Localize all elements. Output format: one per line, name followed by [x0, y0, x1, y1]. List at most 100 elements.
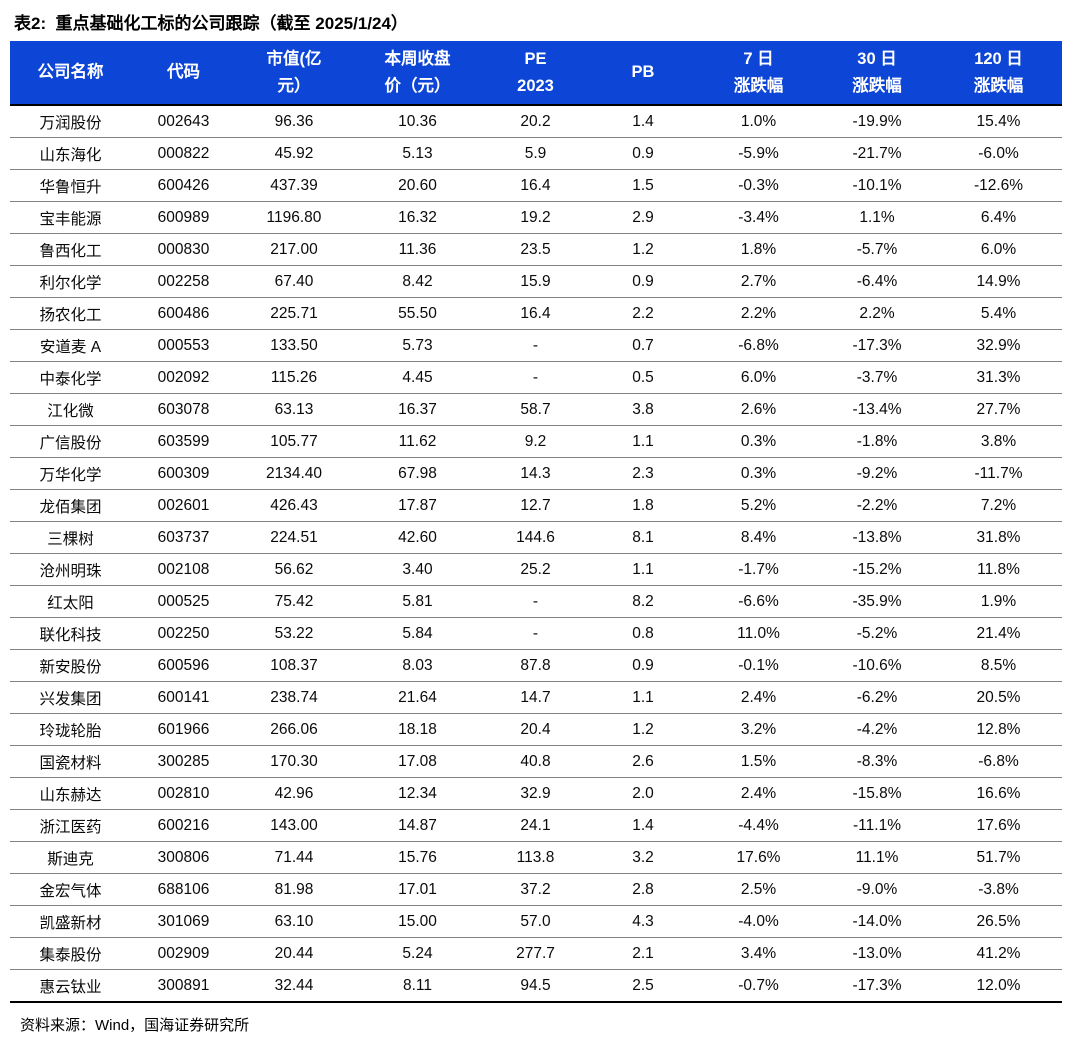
cell-chg_7d: 0.3% [698, 425, 819, 458]
cell-week_close_price: 10.36 [352, 105, 483, 138]
cell-market_cap: 32.44 [236, 969, 352, 1003]
cell-market_cap: 238.74 [236, 681, 352, 714]
cell-pb: 0.9 [588, 137, 698, 170]
cell-pb: 2.2 [588, 297, 698, 330]
cell-code: 603078 [131, 393, 236, 426]
column-header-line: PE [524, 50, 547, 69]
cell-chg_120d: -3.8% [935, 873, 1062, 906]
column-header-company_name: 公司名称 [10, 41, 131, 106]
cell-chg_30d: -5.7% [819, 233, 935, 266]
cell-week_close_price: 11.36 [352, 233, 483, 266]
cell-pe_2023: - [483, 361, 588, 394]
table-body: 万润股份 002643 96.36 10.36 20.2 1.4 1.0% -19.9% 15.… [10, 105, 1062, 1003]
cell-pb: 8.2 [588, 585, 698, 618]
table-row: 山东海化 000822 45.92 5.13 5.9 0.9 -5.9% -21.7% -6.0… [10, 137, 1062, 170]
column-header-line: 市值(亿 [266, 50, 322, 69]
cell-code: 002108 [131, 553, 236, 586]
cell-company_name: 江化微 [10, 393, 131, 426]
cell-chg_120d: 1.9% [935, 585, 1062, 618]
column-header-line: 本周收盘 [384, 50, 451, 69]
cell-week_close_price: 15.00 [352, 905, 483, 938]
cell-chg_30d: -13.0% [819, 937, 935, 970]
cell-chg_120d: 41.2% [935, 937, 1062, 970]
cell-code: 301069 [131, 905, 236, 938]
cell-week_close_price: 18.18 [352, 713, 483, 746]
column-header-pe_2023: PE 2023 [483, 41, 588, 106]
cell-pb: 1.8 [588, 489, 698, 522]
cell-chg_30d: -9.0% [819, 873, 935, 906]
column-header-market_cap: 市值(亿元） [236, 41, 352, 106]
cell-week_close_price: 11.62 [352, 425, 483, 458]
cell-chg_120d: 32.9% [935, 329, 1062, 362]
cell-chg_7d: 8.4% [698, 521, 819, 554]
cell-week_close_price: 14.87 [352, 809, 483, 842]
cell-market_cap: 63.10 [236, 905, 352, 938]
column-header-line: 公司名称 [37, 63, 104, 82]
cell-chg_7d: -6.8% [698, 329, 819, 362]
cell-market_cap: 63.13 [236, 393, 352, 426]
cell-chg_7d: 2.6% [698, 393, 819, 426]
cell-chg_7d: 2.5% [698, 873, 819, 906]
cell-pe_2023: 16.4 [483, 169, 588, 202]
cell-pe_2023: 14.7 [483, 681, 588, 714]
column-header-line: 元） [277, 76, 311, 95]
cell-pe_2023: - [483, 329, 588, 362]
cell-chg_30d: 2.2% [819, 297, 935, 330]
cell-chg_120d: 5.4% [935, 297, 1062, 330]
company-table: 公司名称 代码 市值(亿 元） 本周收盘 价（元） PE 2023 PB 7 日涨跌幅 30 日涨跌… [10, 41, 1062, 1003]
column-header-line: 30 日 [857, 50, 897, 69]
cell-market_cap: 426.43 [236, 489, 352, 522]
cell-code: 000525 [131, 585, 236, 618]
cell-code: 600426 [131, 169, 236, 202]
cell-code: 002258 [131, 265, 236, 298]
cell-chg_30d: -3.7% [819, 361, 935, 394]
cell-code: 002250 [131, 617, 236, 650]
cell-pe_2023: 15.9 [483, 265, 588, 298]
cell-pe_2023: 12.7 [483, 489, 588, 522]
cell-market_cap: 96.36 [236, 105, 352, 138]
cell-week_close_price: 5.24 [352, 937, 483, 970]
cell-chg_120d: 6.4% [935, 201, 1062, 234]
cell-chg_120d: -11.7% [935, 457, 1062, 490]
cell-market_cap: 108.37 [236, 649, 352, 682]
table-row: 龙佰集团 002601 426.43 17.87 12.7 1.8 5.2% -2.2% 7.2… [10, 489, 1062, 522]
cell-chg_7d: -6.6% [698, 585, 819, 618]
cell-pe_2023: 16.4 [483, 297, 588, 330]
cell-pb: 1.1 [588, 553, 698, 586]
cell-pe_2023: 20.2 [483, 105, 588, 138]
column-header-line: 价（元） [384, 76, 451, 95]
cell-company_name: 三棵树 [10, 521, 131, 554]
cell-market_cap: 266.06 [236, 713, 352, 746]
cell-pb: 0.8 [588, 617, 698, 650]
cell-pb: 2.9 [588, 201, 698, 234]
cell-chg_120d: 14.9% [935, 265, 1062, 298]
cell-week_close_price: 8.03 [352, 649, 483, 682]
cell-pe_2023: 5.9 [483, 137, 588, 170]
cell-market_cap: 1196.80 [236, 201, 352, 234]
cell-pe_2023: 20.4 [483, 713, 588, 746]
cell-chg_120d: 26.5% [935, 905, 1062, 938]
column-header-line: 7 日 [743, 50, 774, 69]
column-header-pb: PB [588, 41, 698, 106]
cell-market_cap: 67.40 [236, 265, 352, 298]
cell-market_cap: 42.96 [236, 777, 352, 810]
cell-chg_7d: 1.8% [698, 233, 819, 266]
cell-week_close_price: 12.34 [352, 777, 483, 810]
cell-code: 000553 [131, 329, 236, 362]
cell-pe_2023: 113.8 [483, 841, 588, 874]
cell-chg_120d: 17.6% [935, 809, 1062, 842]
table-row: 利尔化学 002258 67.40 8.42 15.9 0.9 2.7% -6.4% 14.9% [10, 265, 1062, 298]
cell-company_name: 新安股份 [10, 649, 131, 682]
cell-week_close_price: 20.60 [352, 169, 483, 202]
cell-week_close_price: 5.13 [352, 137, 483, 170]
cell-pe_2023: 25.2 [483, 553, 588, 586]
cell-chg_7d: 2.7% [698, 265, 819, 298]
cell-chg_120d: 11.8% [935, 553, 1062, 586]
cell-pe_2023: 144.6 [483, 521, 588, 554]
cell-pe_2023: 32.9 [483, 777, 588, 810]
cell-chg_30d: -5.2% [819, 617, 935, 650]
cell-chg_120d: 20.5% [935, 681, 1062, 714]
table-row: 广信股份 603599 105.77 11.62 9.2 1.1 0.3% -1.8% 3.8% [10, 425, 1062, 458]
cell-code: 300806 [131, 841, 236, 874]
source-note: 资料来源：Wind，国海证券研究所 [20, 1017, 250, 1034]
